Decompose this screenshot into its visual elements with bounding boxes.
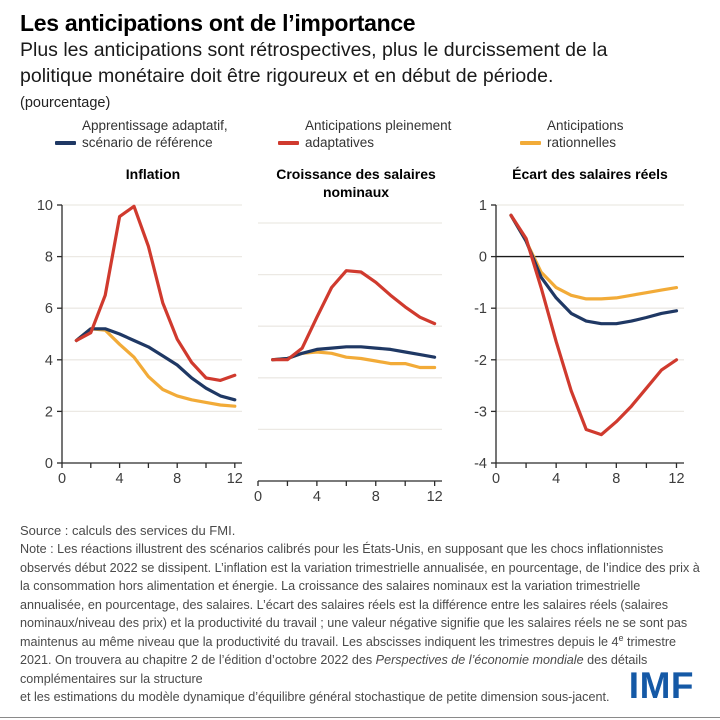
nominal-wage-growth-chart: 0 4 8 12 (254, 222, 443, 505)
legend-swatch-yellow (520, 141, 541, 145)
y-tick-label: -1 (474, 301, 487, 317)
series-reference (271, 345, 437, 362)
legend-item-rationnelles: Anticipations rationnelles (520, 118, 624, 151)
note-text: Note : Les réactions illustrent des scén… (20, 542, 700, 704)
y-tick-label: 1 (479, 198, 487, 214)
bottom-divider (0, 717, 720, 718)
y-tick-label: 0 (479, 250, 487, 266)
figure-header: Les anticipations ont de l’importance Pl… (20, 10, 700, 111)
x-tick-label: 4 (116, 471, 124, 487)
figure-subtitle: Plus les anticipations sont rétrospectiv… (20, 39, 608, 87)
y-tick-label: 2 (45, 404, 53, 420)
y-tick-label: -4 (474, 456, 487, 472)
series-reference (509, 213, 679, 326)
legend-item-adaptatives: Anticipations pleinement adaptatives (278, 118, 520, 151)
inflation-panel: Inflation 0 4 8 12 0 2 4 6 8 10 (20, 165, 250, 520)
imf-logo: IMF (628, 665, 694, 706)
x-tick-label: 0 (492, 471, 500, 487)
series-reference (74, 327, 237, 402)
unit-label: (pourcentage) (20, 95, 111, 111)
series-adaptatives (509, 213, 679, 437)
series-adaptatives (74, 204, 237, 382)
real-wage-gap-panel: Écart des salaires réels 0 4 8 12 1 0 -1 -2 -3 -4 (462, 165, 700, 520)
legend-swatch-red (278, 141, 299, 145)
legend-label-line1: Apprentissage adaptatif, (82, 118, 228, 133)
y-tick-label: -3 (474, 404, 487, 420)
x-tick-label: 12 (668, 471, 684, 487)
y-tick-label: 10 (37, 198, 53, 214)
y-tick-label: -2 (474, 353, 487, 369)
legend-label-line1: Anticipations pleinement (305, 118, 452, 133)
x-tick-label: 8 (612, 471, 620, 487)
y-tick-label: 8 (45, 250, 53, 266)
x-tick-label: 0 (254, 489, 262, 505)
legend-label-line2: rationnelles (547, 134, 617, 150)
series-rationnelles (74, 327, 237, 408)
legend-label-line1: Anticipations (547, 118, 624, 133)
nominal-wage-panel: Croissance des salaires nominaux 0 4 8 12 (250, 165, 462, 520)
x-tick-label: 8 (173, 471, 181, 487)
chart-legend: Apprentissage adaptatif, scénario de réf… (20, 118, 700, 151)
real-wage-gap-chart: 0 4 8 12 1 0 -1 -2 -3 -4 (474, 198, 684, 487)
charts-row: Inflation 0 4 8 12 0 2 4 6 8 10 Croissance des sa… (20, 165, 700, 520)
series-adaptatives (271, 269, 437, 362)
chart-title-inflation: Inflation (125, 166, 181, 182)
y-tick-label: 0 (45, 456, 53, 472)
x-tick-label: 4 (552, 471, 560, 487)
legend-label-line2: scénario de référence (82, 134, 213, 150)
x-tick-label: 8 (372, 489, 380, 505)
x-tick-label: 12 (427, 489, 443, 505)
figure-title: Les anticipations ont de l’importance (20, 10, 416, 36)
x-tick-label: 0 (58, 471, 66, 487)
legend-swatch-blue (55, 141, 76, 145)
x-tick-label: 4 (313, 489, 321, 505)
y-tick-label: 4 (45, 353, 53, 369)
inflation-chart: 0 4 8 12 0 2 4 6 8 10 (37, 198, 243, 487)
legend-item-reference: Apprentissage adaptatif, scénario de réf… (55, 118, 278, 151)
chart-title-real-wage-gap: Écart des salaires réels (512, 166, 668, 182)
chart-title-nominal-wages: Croissance des salaires nominaux (276, 166, 436, 200)
source-line: Source : calculs des services du FMI. (20, 523, 236, 538)
x-tick-label: 12 (227, 471, 243, 487)
y-tick-label: 6 (45, 301, 53, 317)
legend-label-line2: adaptatives (305, 134, 375, 150)
series-rationnelles (509, 213, 679, 301)
